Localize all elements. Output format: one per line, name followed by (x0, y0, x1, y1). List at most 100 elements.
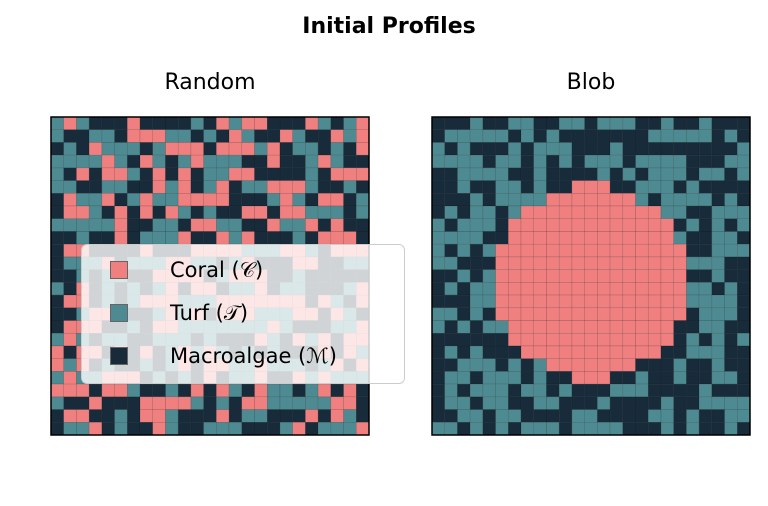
grid-cell (686, 282, 700, 296)
grid-cell (698, 345, 713, 359)
grid-cell (482, 409, 496, 423)
grid-cell (533, 383, 547, 398)
grid-cell (114, 422, 128, 436)
grid-cell (356, 129, 370, 143)
grid-cell (356, 231, 370, 245)
grid-cell (520, 371, 535, 385)
grid-cell (190, 205, 204, 220)
grid-cell (63, 154, 77, 169)
grid-cell (317, 396, 332, 410)
grid-cell (609, 422, 624, 436)
grid-cell (330, 422, 344, 436)
legend-swatch-macroalgae (110, 347, 128, 365)
grid-cell (88, 167, 103, 181)
grid-cell (292, 142, 306, 156)
grid-cell (203, 116, 217, 130)
grid-cell (63, 193, 77, 207)
grid-cell (609, 180, 624, 194)
grid-cell (622, 307, 636, 321)
grid-cell (254, 116, 268, 130)
grid-cell (711, 269, 725, 283)
grid-cell (686, 307, 700, 321)
grid-cell (622, 422, 636, 436)
grid-cell (356, 422, 370, 436)
grid-cell (571, 294, 585, 309)
grid-cell (431, 345, 445, 359)
grid-cell (444, 205, 458, 220)
grid-cell (584, 154, 598, 169)
grid-cell (190, 142, 204, 156)
grid-cell (686, 129, 700, 143)
grid-cell (50, 422, 64, 436)
grid-cell (571, 409, 585, 423)
grid-cell (216, 180, 230, 194)
grid-cell (292, 193, 306, 207)
grid-cell (469, 422, 484, 436)
grid-cell (114, 409, 128, 423)
grid-cell (228, 116, 243, 130)
grid-cell (431, 409, 445, 423)
grid-cell (165, 180, 179, 194)
grid-cell (292, 167, 306, 181)
grid-cell (152, 218, 166, 232)
grid-cell (305, 154, 319, 169)
grid-cell (597, 180, 611, 194)
grid-cell (114, 180, 128, 194)
grid-cell (343, 422, 357, 436)
grid-cell (457, 422, 471, 436)
grid-cell (76, 142, 90, 156)
grid-cell (698, 282, 713, 296)
grid-cell (177, 409, 192, 423)
grid-cell (469, 154, 484, 169)
grid-cell (558, 269, 573, 283)
grid-cell (139, 218, 154, 232)
grid-cell (724, 205, 738, 220)
grid-cell (431, 193, 445, 207)
grid-cell (622, 142, 636, 156)
grid-cell (190, 231, 204, 245)
grid-cell (660, 167, 674, 181)
grid-cell (737, 218, 751, 232)
grid-cell (597, 269, 611, 283)
grid-cell (228, 409, 243, 423)
grid-cell (139, 231, 154, 245)
grid-cell (457, 193, 471, 207)
grid-cell (698, 307, 713, 321)
grid-cell (673, 205, 687, 220)
grid-cell (469, 193, 484, 207)
grid-cell (647, 345, 662, 359)
grid-cell (635, 371, 649, 385)
grid-cell (660, 231, 674, 245)
grid-cell (724, 409, 738, 423)
grid-cell (431, 358, 445, 372)
grid-cell (635, 320, 649, 334)
grid-cell (266, 142, 281, 156)
grid-cell (444, 231, 458, 245)
grid-cell (482, 167, 496, 181)
grid-cell (330, 154, 344, 169)
grid-cell (317, 180, 332, 194)
grid-cell (571, 371, 585, 385)
grid-cell (292, 396, 306, 410)
grid-cell (622, 129, 636, 143)
grid-cell (63, 320, 77, 334)
grid-cell (609, 167, 624, 181)
grid-cell (520, 422, 535, 436)
grid-cell (254, 409, 268, 423)
grid-cell (584, 358, 598, 372)
grid-cell (698, 371, 713, 385)
grid-cell (584, 345, 598, 359)
grid-cell (241, 422, 255, 436)
grid-cell (686, 294, 700, 309)
grid-cell (469, 409, 484, 423)
grid-cell (190, 180, 204, 194)
grid-cell (216, 193, 230, 207)
grid-cell (520, 142, 535, 156)
grid-cell (597, 142, 611, 156)
grid-cell (444, 345, 458, 359)
grid-cell (520, 231, 535, 245)
grid-cell (609, 193, 624, 207)
grid-cell (508, 332, 522, 347)
grid-cell (330, 383, 344, 398)
grid-cell (317, 154, 332, 169)
